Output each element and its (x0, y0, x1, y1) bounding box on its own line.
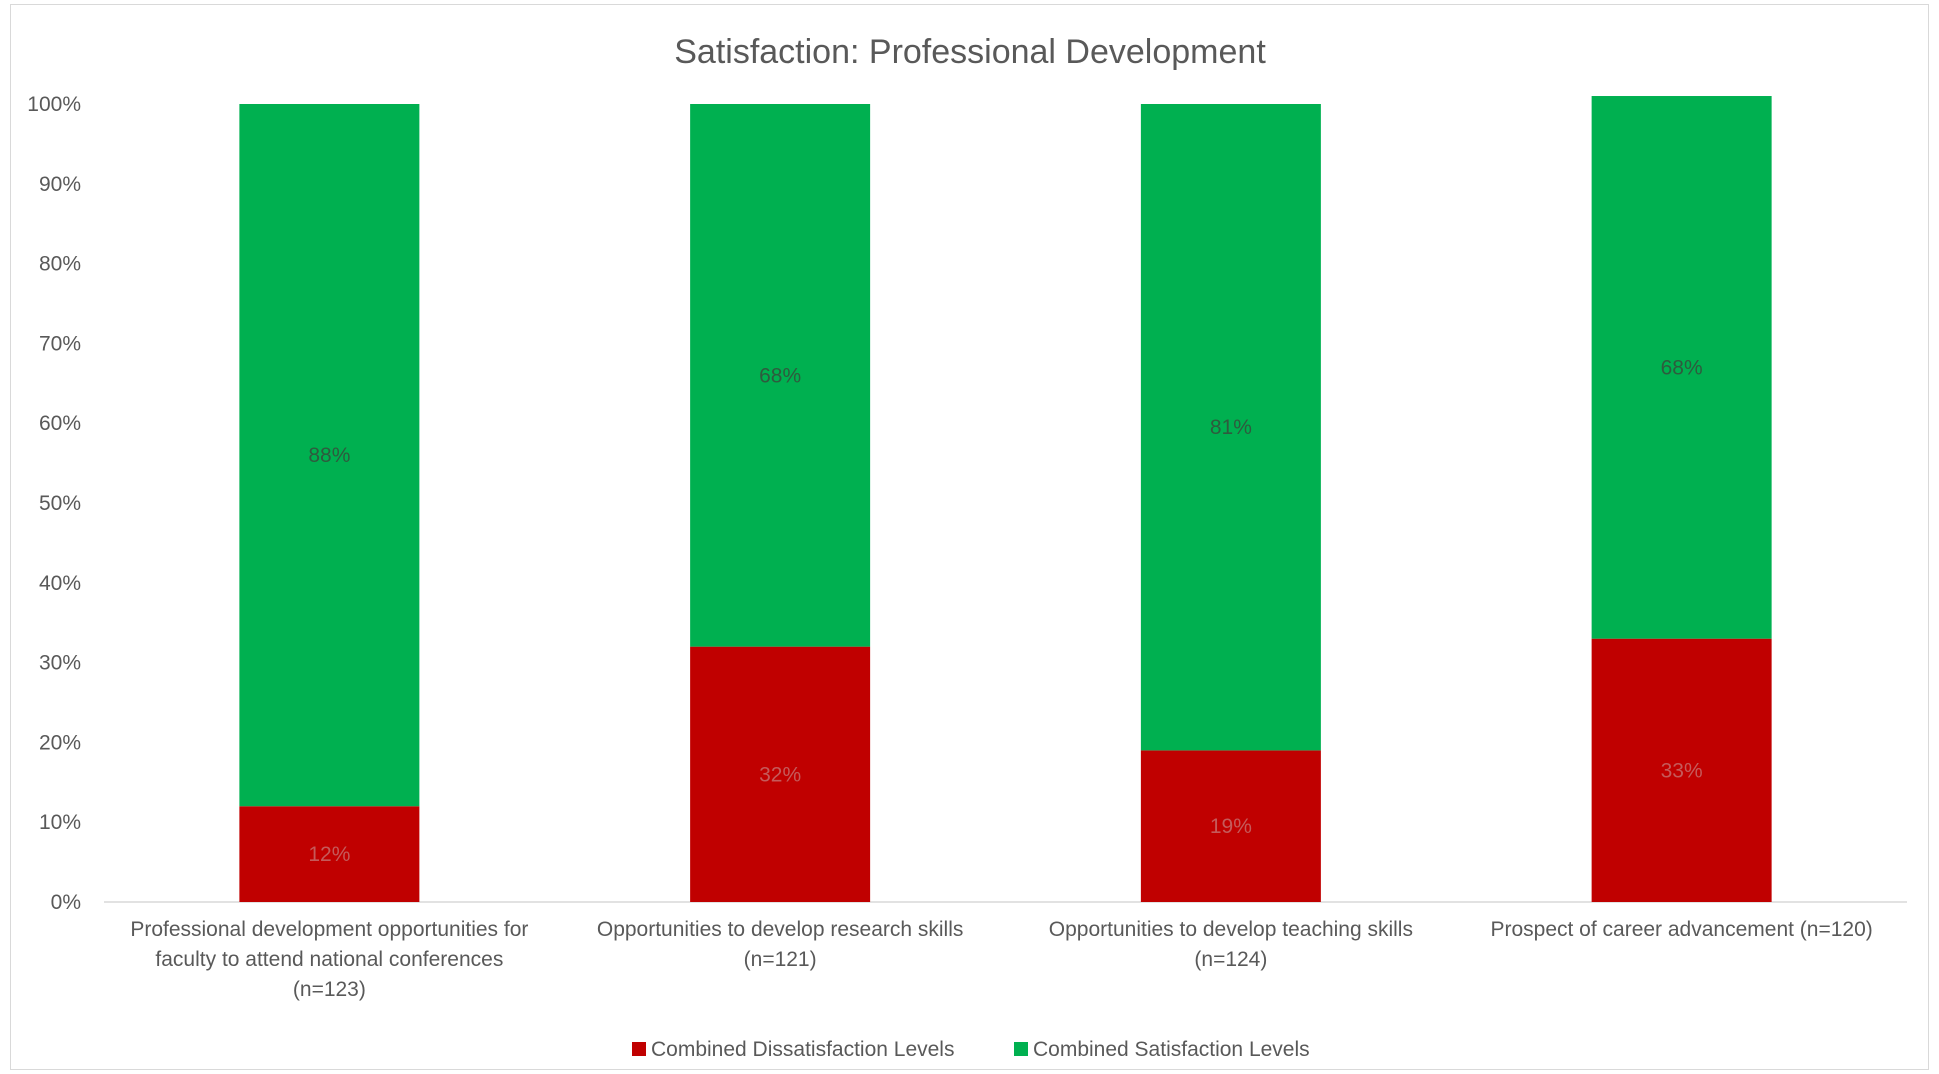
y-tick-label: 10% (39, 811, 81, 834)
y-tick-label: 80% (39, 253, 81, 276)
category-label: Professional development opportunities f… (130, 918, 528, 1001)
chart-area: Satisfaction: Professional Development 0… (10, 4, 1929, 1070)
y-tick-label: 50% (39, 492, 81, 515)
bar-segment (239, 806, 420, 902)
bar-segment (1140, 750, 1321, 902)
chart-title: Satisfaction: Professional Development (674, 33, 1266, 71)
y-tick-label: 100% (27, 93, 81, 116)
legend-label: Combined Dissatisfaction Levels (651, 1038, 954, 1061)
y-tick-label: 60% (39, 412, 81, 435)
data-label: 32% (759, 763, 801, 786)
data-label: 88% (308, 444, 350, 467)
category-label: Opportunities to develop teaching skills… (1049, 918, 1413, 971)
data-label: 68% (759, 364, 801, 387)
y-tick-label: 70% (39, 332, 81, 355)
category-label: Prospect of career advancement (n=120) (1490, 918, 1872, 941)
bar-segment (690, 646, 871, 902)
bar-segment (1591, 96, 1772, 639)
stacked-bar-chart: Satisfaction: Professional Development 0… (27, 33, 1907, 1061)
legend-label: Combined Satisfaction Levels (1033, 1038, 1310, 1061)
legend-swatch (632, 1042, 646, 1056)
category-label: Opportunities to develop research skills… (597, 918, 964, 971)
data-label: 81% (1210, 416, 1252, 439)
data-label: 19% (1210, 815, 1252, 838)
data-label: 12% (308, 843, 350, 866)
bar-segment (690, 104, 871, 647)
bar-segment (239, 104, 420, 807)
y-tick-label: 40% (39, 572, 81, 595)
y-tick-label: 0% (51, 891, 81, 914)
legend-swatch (1014, 1042, 1028, 1056)
bar-segment (1591, 638, 1772, 902)
y-tick-label: 90% (39, 173, 81, 196)
y-tick-label: 20% (39, 731, 81, 754)
y-tick-label: 30% (39, 652, 81, 675)
bar-segment (1140, 104, 1321, 751)
data-label: 33% (1661, 759, 1703, 782)
data-label: 68% (1661, 356, 1703, 379)
